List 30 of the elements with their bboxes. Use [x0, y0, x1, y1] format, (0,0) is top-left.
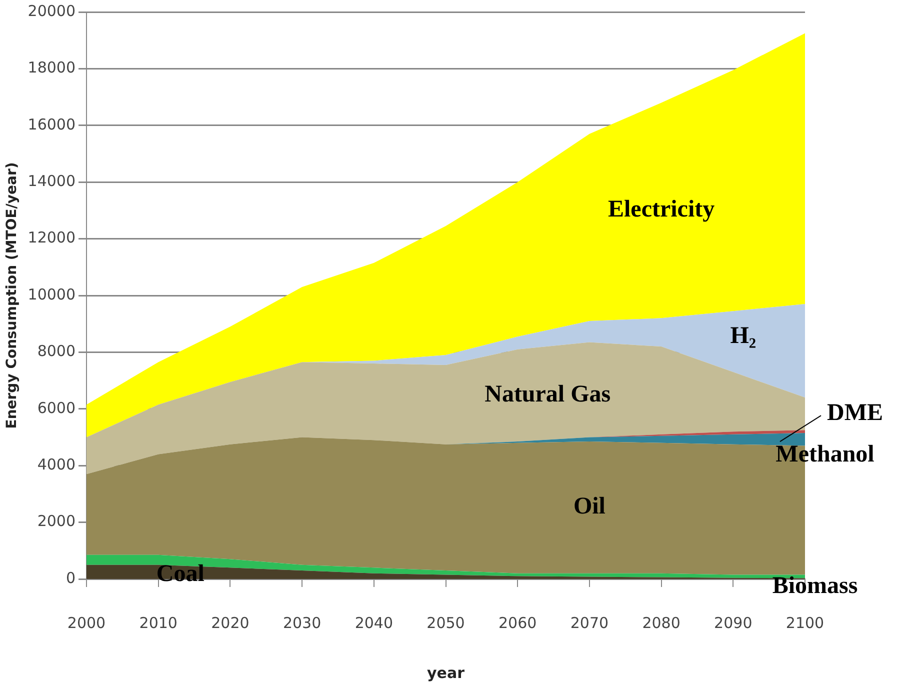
series-label: DME [827, 400, 883, 426]
y-tick-label: 0 [66, 568, 76, 587]
x-tick-label: 2080 [642, 614, 680, 632]
x-tick-label: 2100 [786, 614, 824, 632]
y-tick-label: 8000 [37, 342, 76, 360]
x-tick-label: 2020 [211, 614, 250, 632]
x-tick-label: 2030 [282, 614, 322, 632]
y-tick-label: 16000 [28, 115, 76, 134]
x-tick-label: 2040 [354, 614, 394, 632]
y-tick-label: 6000 [37, 398, 76, 417]
x-tick-label: 2050 [426, 614, 465, 632]
y-axis-title: Energy Consumption (MTOE/year) [4, 162, 20, 429]
y-tick-label: 20000 [28, 2, 76, 20]
series-label: Natural Gas [484, 382, 611, 408]
x-tick-label: 2060 [498, 614, 537, 632]
series-label: H₂ [730, 322, 756, 349]
x-tick-label: 2000 [67, 614, 106, 632]
series-label: Oil [573, 494, 606, 520]
y-tick-label: 14000 [28, 172, 76, 190]
series-label: Electricity [608, 196, 715, 223]
series-label: Biomass [772, 573, 858, 600]
y-tick-label: 4000 [37, 455, 76, 474]
x-tick-label: 2090 [714, 614, 752, 632]
y-tick-label: 2000 [37, 512, 76, 530]
y-tick-label: 12000 [28, 228, 76, 247]
y-tick-label: 10000 [28, 285, 76, 304]
x-tick-label: 2070 [570, 614, 609, 632]
x-tick-label: 2010 [139, 614, 178, 632]
x-axis-title: year [427, 664, 466, 682]
y-tick-label: 18000 [28, 58, 76, 77]
